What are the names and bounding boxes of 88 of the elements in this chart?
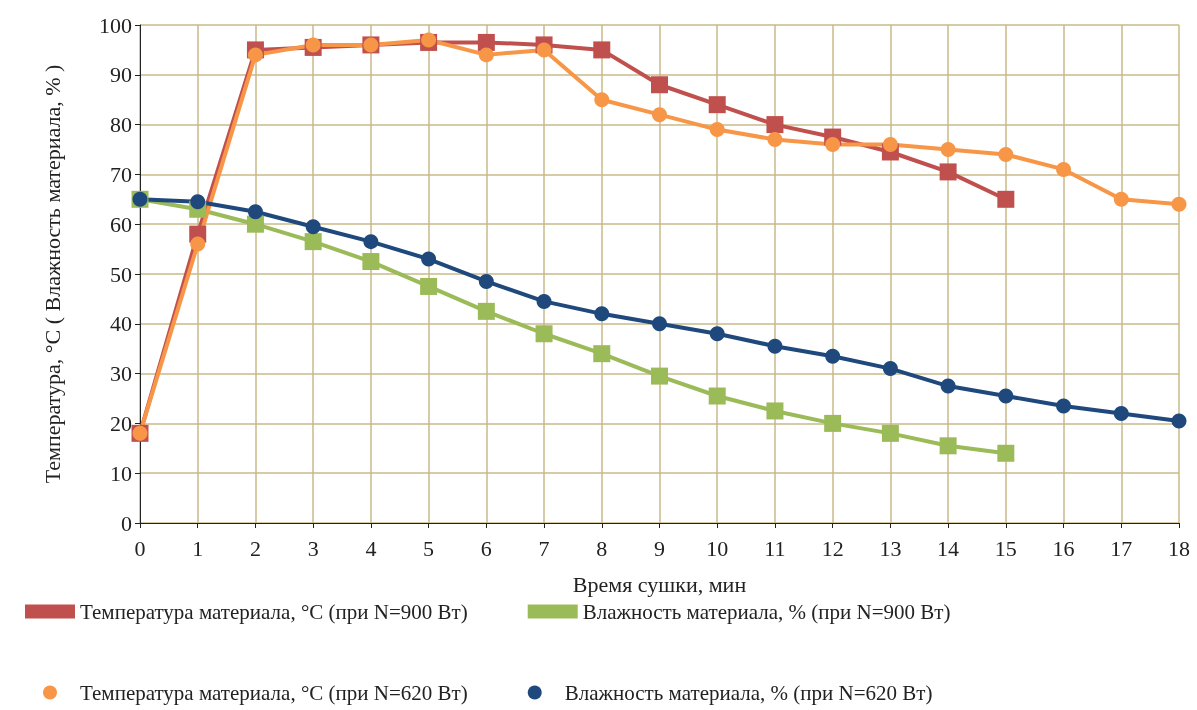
y-tick-label: 70 xyxy=(110,161,132,187)
x-tick-label: 7 xyxy=(538,535,550,561)
point xyxy=(709,326,725,342)
x-tick-label: 9 xyxy=(654,535,665,561)
point xyxy=(882,137,898,153)
point xyxy=(997,444,1015,462)
point xyxy=(536,293,552,309)
y-tick-label: 50 xyxy=(110,261,132,287)
point xyxy=(998,388,1014,404)
point xyxy=(247,47,263,63)
point xyxy=(477,302,495,320)
point xyxy=(1113,191,1129,207)
point xyxy=(421,251,437,267)
x-tick-label: 5 xyxy=(423,535,435,561)
point xyxy=(594,92,610,108)
point xyxy=(708,387,726,405)
y-tick-label: 0 xyxy=(121,510,132,536)
y-tick-label: 20 xyxy=(110,410,132,436)
point xyxy=(997,190,1015,208)
point xyxy=(652,316,667,332)
legend-label: Температура материала, °C (при N=620 Вт) xyxy=(80,680,468,705)
point xyxy=(708,96,726,114)
point xyxy=(939,163,957,181)
point xyxy=(651,76,668,94)
point xyxy=(594,306,610,322)
point xyxy=(190,236,206,252)
legend-label: Температура материала, °C (при N=900 Вт) xyxy=(80,599,468,624)
point xyxy=(1113,405,1129,421)
point xyxy=(478,47,494,63)
point xyxy=(767,132,783,148)
point xyxy=(1056,161,1072,177)
point xyxy=(363,234,379,250)
y-tick-label: 10 xyxy=(110,460,132,486)
point xyxy=(651,367,668,385)
point xyxy=(362,253,380,271)
point xyxy=(939,437,957,455)
point xyxy=(1171,196,1187,212)
x-tick-label: 18 xyxy=(1168,535,1190,561)
y-axis-title: Температура, °C ( Влажность материала, % ) xyxy=(39,64,65,484)
x-tick-label: 4 xyxy=(365,535,377,561)
point xyxy=(246,215,264,233)
point xyxy=(1171,413,1187,429)
legend-label: Влажность материала, % (при N=900 Вт) xyxy=(582,599,951,624)
y-tick-label: 80 xyxy=(110,112,132,138)
point xyxy=(536,42,552,58)
point xyxy=(593,41,611,59)
x-tick-label: 10 xyxy=(706,535,729,561)
y-tick-label: 90 xyxy=(110,62,132,88)
point xyxy=(825,348,841,364)
x-tick-label: 6 xyxy=(480,535,492,561)
point xyxy=(247,204,263,220)
point xyxy=(709,122,725,138)
x-axis-title: Время сушки, мин xyxy=(572,571,747,597)
x-tick-label: 15 xyxy=(994,535,1017,561)
x-tick-label: 12 xyxy=(821,535,844,561)
y-tick-label: 60 xyxy=(110,211,132,237)
point xyxy=(766,402,784,420)
x-tick-label: 2 xyxy=(249,535,261,561)
x-tick-label: 8 xyxy=(596,535,608,561)
point xyxy=(998,146,1014,162)
x-tick-label: 16 xyxy=(1052,535,1075,561)
point xyxy=(766,116,784,134)
x-tick-label: 1 xyxy=(192,535,204,561)
x-tick-label: 14 xyxy=(937,535,960,561)
point xyxy=(825,137,841,153)
x-tick-label: 3 xyxy=(307,535,319,561)
point xyxy=(881,424,899,442)
point xyxy=(1056,398,1072,414)
point xyxy=(304,233,322,251)
point xyxy=(882,361,898,377)
point xyxy=(535,325,553,343)
point xyxy=(305,219,321,235)
point xyxy=(652,107,667,123)
point xyxy=(420,277,438,295)
y-tick-label: 40 xyxy=(110,311,132,337)
legend-label: Влажность материала, % (при N=620 Вт) xyxy=(564,680,933,705)
point xyxy=(593,345,611,363)
point xyxy=(940,142,956,157)
y-tick-label: 100 xyxy=(99,12,132,38)
point xyxy=(478,273,494,289)
x-tick-label: 13 xyxy=(879,535,902,561)
y-tick-label: 30 xyxy=(110,361,132,387)
x-tick-label: 17 xyxy=(1110,535,1133,561)
point xyxy=(767,338,783,354)
point xyxy=(190,194,206,210)
x-tick-label: 11 xyxy=(764,535,786,561)
point xyxy=(940,378,956,394)
point xyxy=(824,414,842,432)
